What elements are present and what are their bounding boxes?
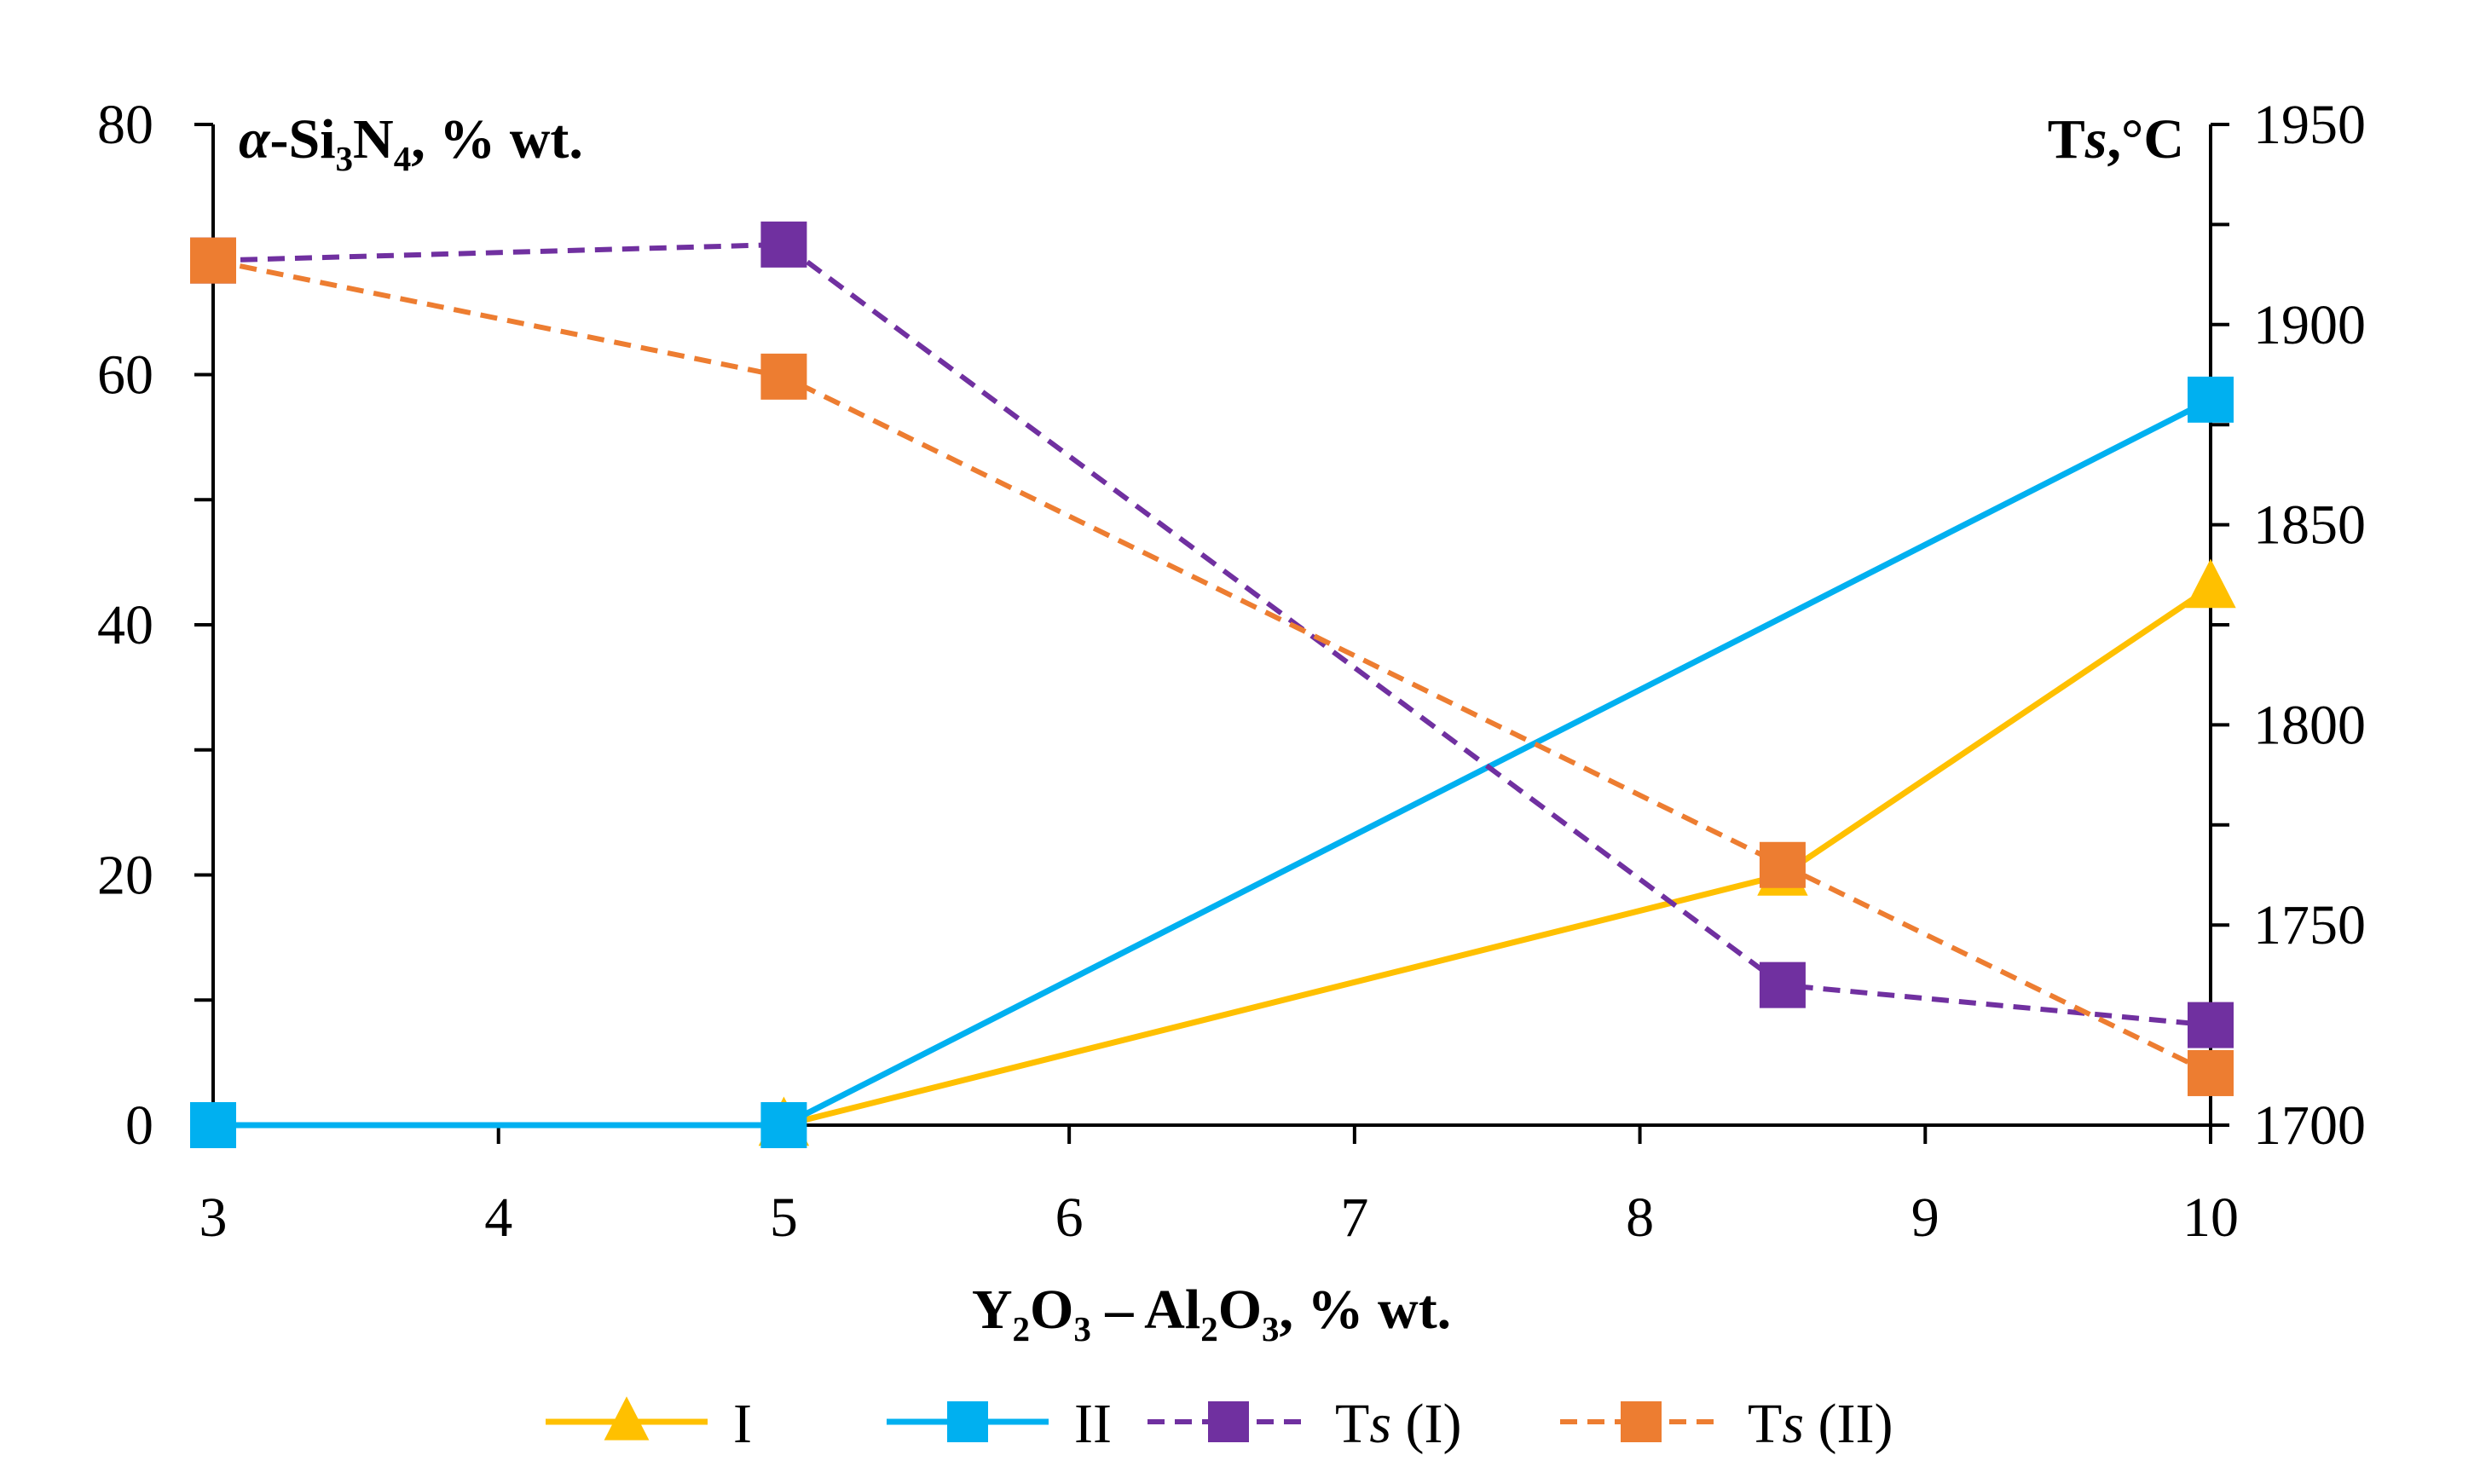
legend-label-ts-i: Ts (I) xyxy=(1335,1393,1461,1455)
data-point-i xyxy=(2185,558,2236,609)
right-axis-tick-label: 1950 xyxy=(2253,94,2366,156)
legend-marker-ts-i xyxy=(1208,1401,1249,1442)
right-axis-tick-label: 1850 xyxy=(2253,494,2366,557)
left-axis-tick-label: 80 xyxy=(97,94,153,156)
right-axis-tick-label: 1750 xyxy=(2253,894,2366,956)
series-line-ts-i xyxy=(212,241,2211,1028)
x-axis-tick-label: 9 xyxy=(1911,1187,1939,1249)
legend-marker-ii xyxy=(947,1401,988,1442)
left-axis-title: α-Si3N4, % wt. xyxy=(239,108,583,178)
data-point-ts-i xyxy=(760,221,807,268)
x-axis-tick-label: 4 xyxy=(484,1187,512,1249)
legend-label-ts-ii: Ts (II) xyxy=(1748,1393,1893,1455)
x-axis-tick-label: 8 xyxy=(1626,1187,1654,1249)
right-axis-title: Ts,°C xyxy=(2048,108,2184,170)
data-point-ii xyxy=(760,1102,807,1148)
data-point-ts-ii xyxy=(2188,1049,2234,1096)
legend-label-ii: II xyxy=(1074,1393,1112,1455)
right-axis-tick-label: 1800 xyxy=(2253,694,2366,756)
data-point-ts-ii xyxy=(760,353,807,400)
right-axis-tick-label: 1900 xyxy=(2253,294,2366,356)
x-axis-tick-label: 7 xyxy=(1340,1187,1368,1249)
left-axis-tick-label: 60 xyxy=(97,344,153,407)
left-axis-tick-label: 0 xyxy=(125,1094,153,1157)
legend-marker-ts-ii xyxy=(1621,1401,1662,1442)
series-line-ts-ii xyxy=(212,257,2212,1076)
data-point-ts-i xyxy=(2188,1002,2234,1048)
data-point-ts-i xyxy=(1759,961,1806,1008)
data-point-ii xyxy=(2188,376,2234,423)
x-axis-tick-label: 5 xyxy=(770,1187,798,1249)
x-axis-tick-label: 10 xyxy=(2182,1187,2239,1249)
data-point-ts-ii xyxy=(190,237,236,284)
left-axis-tick-label: 40 xyxy=(97,594,153,656)
right-axis-tick-label: 1700 xyxy=(2253,1094,2366,1157)
legend-label-i: I xyxy=(733,1393,752,1455)
x-axis-title: Y2O3 – Al2O3, % wt. xyxy=(972,1279,1451,1348)
data-point-ii xyxy=(190,1102,236,1148)
data-point-ts-ii xyxy=(1759,841,1806,888)
x-axis-tick-label: 6 xyxy=(1055,1187,1084,1249)
series-line-i xyxy=(783,585,2212,1129)
left-axis-tick-label: 20 xyxy=(97,845,153,907)
legend-marker-i xyxy=(604,1396,650,1441)
x-axis-tick-label: 3 xyxy=(199,1187,228,1249)
